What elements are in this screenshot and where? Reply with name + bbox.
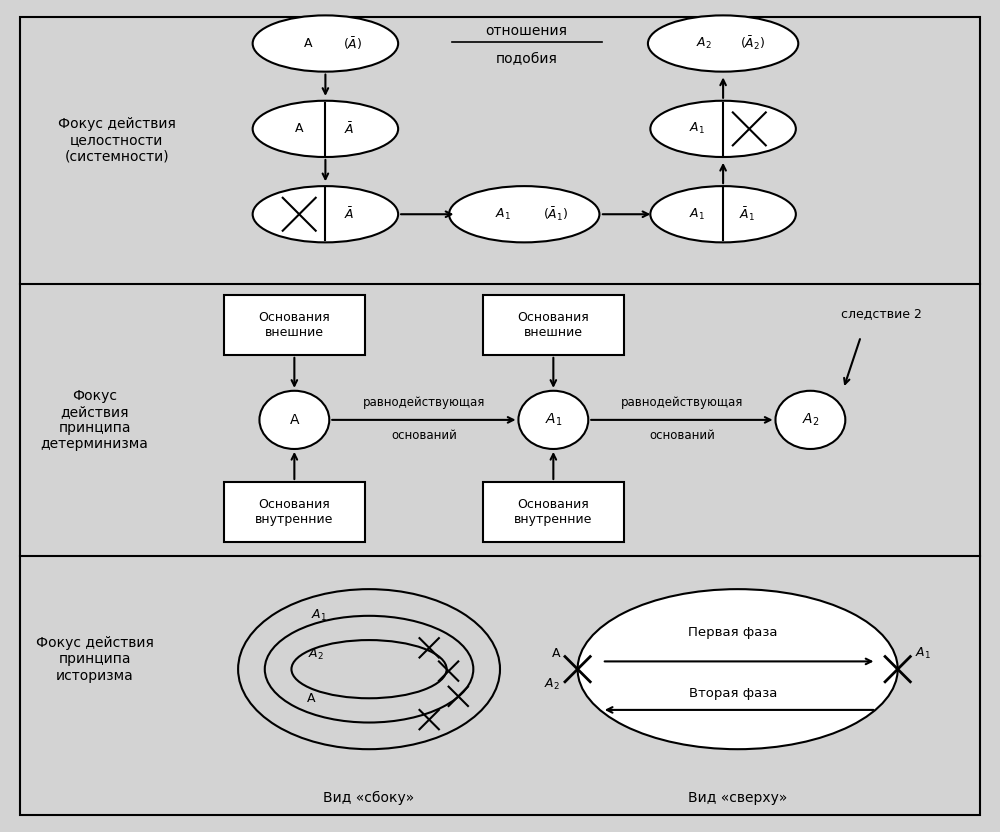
Ellipse shape bbox=[253, 15, 398, 72]
Text: оснований: оснований bbox=[649, 429, 715, 442]
Text: $A_2$: $A_2$ bbox=[544, 677, 560, 692]
Ellipse shape bbox=[648, 15, 798, 72]
FancyBboxPatch shape bbox=[483, 295, 624, 355]
Text: $A_1$: $A_1$ bbox=[915, 646, 931, 661]
Text: A: A bbox=[290, 413, 299, 427]
Text: Фокус действия
целостности
(системности): Фокус действия целостности (системности) bbox=[58, 117, 176, 164]
Text: равнодействующая: равнодействующая bbox=[621, 396, 744, 409]
Text: оснований: оснований bbox=[391, 429, 457, 442]
FancyBboxPatch shape bbox=[483, 482, 624, 542]
Ellipse shape bbox=[578, 589, 898, 749]
Text: Вид «сверху»: Вид «сверху» bbox=[688, 791, 787, 805]
Ellipse shape bbox=[449, 186, 599, 242]
Text: Основания
внутренние: Основания внутренние bbox=[514, 498, 593, 526]
Text: равнодействующая: равнодействующая bbox=[363, 396, 486, 409]
Text: $A_2$: $A_2$ bbox=[308, 647, 324, 662]
Text: Первая фаза: Первая фаза bbox=[688, 626, 778, 639]
Text: $A_1$: $A_1$ bbox=[495, 206, 511, 222]
Text: подобия: подобия bbox=[495, 52, 557, 66]
Text: $A_1$: $A_1$ bbox=[545, 412, 562, 428]
Text: A: A bbox=[295, 122, 303, 136]
Ellipse shape bbox=[253, 101, 398, 157]
Text: $A_1$: $A_1$ bbox=[689, 206, 705, 222]
Text: Основания
внешние: Основания внешние bbox=[517, 311, 589, 339]
Text: A: A bbox=[307, 691, 315, 705]
Text: $A_2$: $A_2$ bbox=[696, 36, 712, 51]
Text: $A_2$: $A_2$ bbox=[802, 412, 819, 428]
Text: A: A bbox=[304, 37, 312, 50]
Text: ($\bar{A}_1$): ($\bar{A}_1$) bbox=[543, 206, 568, 223]
Ellipse shape bbox=[518, 391, 588, 449]
Text: Основания
внутренние: Основания внутренние bbox=[255, 498, 334, 526]
Text: $\bar{A}$: $\bar{A}$ bbox=[344, 121, 355, 136]
Text: A: A bbox=[552, 647, 560, 660]
Text: $A_1$: $A_1$ bbox=[689, 121, 705, 136]
Ellipse shape bbox=[775, 391, 845, 449]
Text: следствие 2: следствие 2 bbox=[841, 307, 922, 319]
Text: $\bar{A}$: $\bar{A}$ bbox=[344, 206, 355, 222]
Text: ($\bar{A}$): ($\bar{A}$) bbox=[343, 35, 362, 52]
Ellipse shape bbox=[650, 101, 796, 157]
FancyBboxPatch shape bbox=[224, 295, 365, 355]
Text: отношения: отношения bbox=[485, 24, 567, 38]
Text: ($\bar{A}_2$): ($\bar{A}_2$) bbox=[740, 35, 765, 52]
Text: Вид «сбоку»: Вид «сбоку» bbox=[323, 791, 415, 805]
Text: $A_1$: $A_1$ bbox=[311, 608, 327, 623]
Text: Фокус
действия
принципа
детерминизма: Фокус действия принципа детерминизма bbox=[41, 389, 148, 451]
FancyBboxPatch shape bbox=[224, 482, 365, 542]
Ellipse shape bbox=[259, 391, 329, 449]
Text: Фокус действия
принципа
историзма: Фокус действия принципа историзма bbox=[36, 636, 153, 683]
Text: Основания
внешние: Основания внешние bbox=[258, 311, 330, 339]
Text: Вторая фаза: Вторая фаза bbox=[689, 687, 777, 700]
Ellipse shape bbox=[253, 186, 398, 242]
Text: $\bar{A}_1$: $\bar{A}_1$ bbox=[739, 206, 755, 223]
Ellipse shape bbox=[650, 186, 796, 242]
